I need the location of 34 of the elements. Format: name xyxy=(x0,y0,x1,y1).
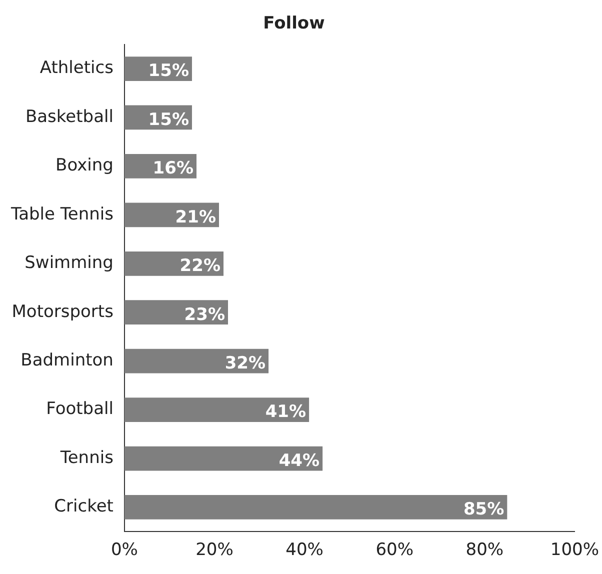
data-label: 21% xyxy=(175,207,216,228)
y-tick-label: Table Tennis xyxy=(10,204,114,224)
y-tick-label: Cricket xyxy=(54,496,114,517)
bar xyxy=(124,202,219,228)
y-tick-label: Boxing xyxy=(56,156,114,176)
data-label: 22% xyxy=(180,256,221,276)
data-label: 41% xyxy=(265,402,306,422)
data-label: 15% xyxy=(148,110,189,130)
x-tick-label: 60% xyxy=(376,540,414,560)
bar xyxy=(124,495,508,520)
chart-title: Follow xyxy=(263,14,326,34)
data-label: 16% xyxy=(152,158,194,179)
data-label: 15% xyxy=(148,61,189,82)
y-tick-label: Athletics xyxy=(40,58,114,78)
x-tick-label: 100% xyxy=(550,540,600,560)
data-label: 85% xyxy=(463,500,504,520)
y-tick-label: Badminton xyxy=(20,350,114,370)
bar xyxy=(124,348,269,374)
y-tick-label: Motorsports xyxy=(12,302,114,322)
x-tick-label: 40% xyxy=(286,540,324,560)
bar xyxy=(124,251,224,276)
bar xyxy=(124,446,323,471)
y-tick-label: Football xyxy=(46,399,114,420)
bar xyxy=(124,300,228,325)
y-tick-label: Tennis xyxy=(59,448,114,468)
x-tick-label: 0% xyxy=(110,540,138,560)
data-label: 23% xyxy=(184,304,226,325)
data-label: 44% xyxy=(278,450,320,471)
x-tick-label: 80% xyxy=(466,540,504,560)
data-label: 32% xyxy=(224,354,266,374)
y-tick-label: Swimming xyxy=(24,253,114,274)
bar xyxy=(124,398,310,422)
x-tick-label: 20% xyxy=(196,540,234,560)
y-tick-label: Basketball xyxy=(25,106,114,127)
